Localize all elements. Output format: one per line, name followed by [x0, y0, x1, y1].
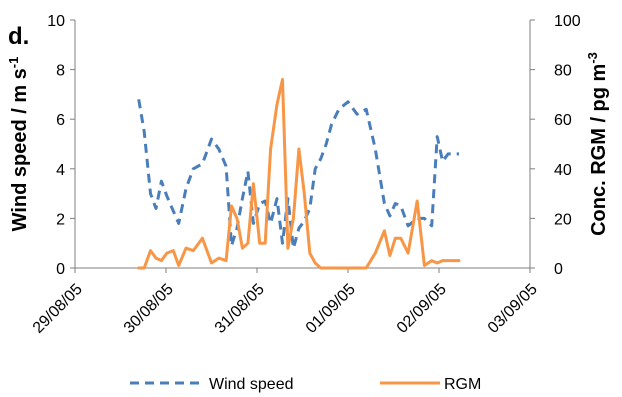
- panel-label: d.: [8, 23, 29, 50]
- x-tick-label: 01/09/05: [303, 281, 359, 337]
- right-axis-title: Conc. RGM / pg m-3: [585, 52, 610, 236]
- left-tick-label: 0: [56, 261, 65, 278]
- left-axis-title-superscript: -1: [6, 57, 21, 69]
- wind-speed-series-line: [137, 99, 459, 250]
- right-tick-label: 100: [554, 13, 581, 30]
- x-tick-label: 02/09/05: [394, 281, 450, 337]
- right-tick-label: 40: [554, 162, 572, 179]
- legend-label-wind-speed: Wind speed: [209, 376, 294, 393]
- left-axis-title-main: Wind speed / m s: [9, 68, 31, 231]
- right-axis-title-main: Conc. RGM / pg m: [588, 64, 610, 236]
- right-tick-label: 20: [554, 211, 572, 228]
- right-tick-label: 80: [554, 63, 572, 80]
- x-tick-label: 29/08/05: [30, 281, 86, 337]
- series-layer: [137, 78, 461, 270]
- right-tick-label: 0: [554, 261, 563, 278]
- left-axis-title: Wind speed / m s-1: [6, 57, 31, 232]
- legend-label-rgm: RGM: [444, 376, 481, 393]
- left-tick-label: 6: [56, 112, 65, 129]
- x-tick-label: 31/08/05: [212, 281, 268, 337]
- right-axis-title-superscript: -3: [585, 52, 600, 64]
- rgm-series-line: [137, 78, 461, 270]
- left-tick-label: 10: [47, 13, 65, 30]
- left-tick-label: 8: [56, 63, 65, 80]
- right-tick-label: 60: [554, 112, 572, 129]
- left-tick-label: 4: [56, 162, 65, 179]
- x-tick-label: 03/09/05: [485, 281, 541, 337]
- legend: Wind speed RGM: [130, 376, 481, 393]
- left-tick-label: 2: [56, 211, 65, 228]
- x-tick-label: 30/08/05: [121, 281, 177, 337]
- labels-layer: d. Wind speed / m s-1 Conc. RGM / pg m-3: [6, 23, 610, 236]
